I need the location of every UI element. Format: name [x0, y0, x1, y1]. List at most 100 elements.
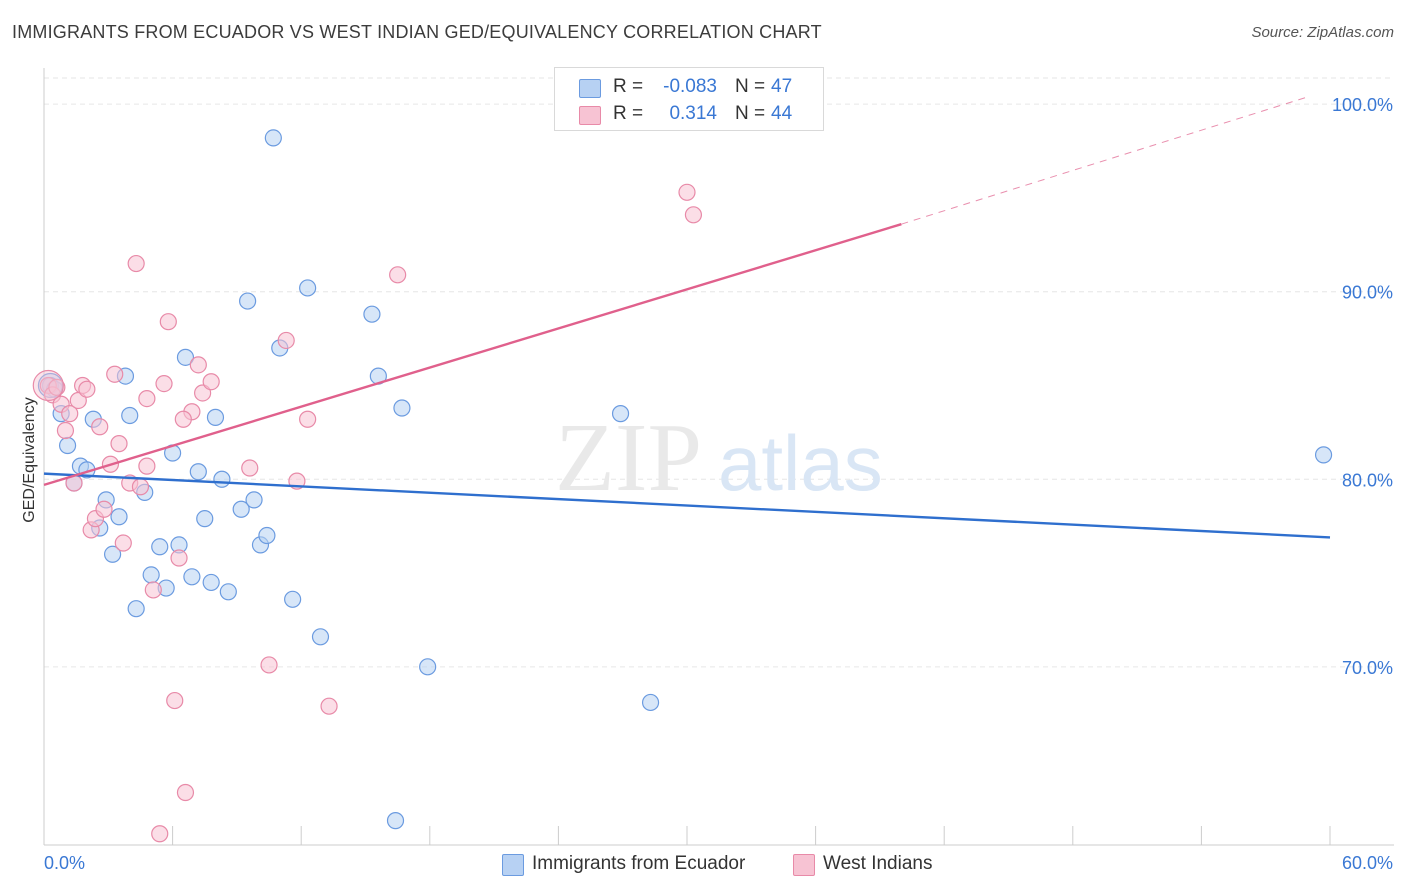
west-indians-point	[174, 410, 192, 428]
source-label: Source: ZipAtlas.com	[1251, 24, 1394, 41]
watermark-atlas: atlas	[718, 419, 883, 507]
west-indians-trend-line	[43, 223, 902, 487]
west-indians-point	[48, 378, 66, 396]
legend-n-value: 47	[771, 76, 793, 97]
y-tick-label: 90.0%	[1342, 283, 1393, 303]
ecuador-point	[202, 573, 220, 592]
ecuador-point	[611, 405, 630, 423]
west-indians-point	[260, 656, 278, 674]
ecuador-point	[386, 812, 405, 830]
x-tick-label: 60.0%	[1342, 853, 1393, 873]
ecuador-point	[311, 628, 330, 646]
west-indians-point	[114, 534, 132, 552]
west-indians-point	[277, 331, 295, 350]
legend-n-label: N =	[735, 103, 766, 124]
ecuador-point	[121, 406, 139, 425]
west-indians-point	[241, 459, 259, 477]
west-indians-point	[320, 697, 338, 715]
ecuador-point	[1314, 446, 1333, 464]
legend-row-ecuador: R = -0.083 N = 47	[555, 75, 823, 101]
ecuador-point	[110, 508, 128, 526]
west-indians-point	[678, 183, 696, 201]
bottom-legend-label-west-indians: West Indians	[823, 853, 933, 874]
grid-lines	[44, 77, 1394, 668]
bottom-legend-label-ecuador: Immigrants from Ecuador	[532, 853, 746, 874]
west-indians-point	[166, 691, 184, 710]
chart-title: IMMIGRANTS FROM ECUADOR VS WEST INDIAN G…	[12, 22, 822, 42]
west-indians-point	[189, 356, 207, 374]
x-tick-label: 0.0%	[44, 853, 85, 873]
ecuador-point	[196, 510, 214, 528]
west-indians-point	[95, 500, 113, 518]
legend-n-value: 44	[771, 103, 793, 124]
ecuador-point	[393, 399, 411, 417]
ecuador-point	[363, 305, 381, 323]
bottom-legend-swatch-west-indians	[793, 854, 815, 876]
west-indians-point	[138, 390, 156, 408]
ecuador-point	[299, 279, 317, 297]
ecuador-point	[58, 436, 77, 455]
y-tick-label: 70.0%	[1342, 658, 1393, 678]
ecuador-point	[127, 600, 145, 618]
west-indians-point	[170, 549, 188, 567]
west-indians-point	[202, 373, 220, 391]
ecuador-point	[239, 292, 257, 310]
west-indians-point-cluster	[32, 369, 64, 402]
series-west-indians-points	[32, 183, 703, 843]
ecuador-trend-line	[43, 472, 1331, 539]
west-indians-point	[110, 435, 128, 453]
west-indians-point	[91, 418, 109, 436]
ecuador-point	[219, 583, 237, 601]
ecuador-point	[284, 590, 302, 608]
ecuador-point	[258, 526, 276, 545]
west-indians-point	[127, 254, 145, 273]
ecuador-point	[142, 566, 160, 584]
west-indians-point	[684, 206, 703, 224]
ecuador-point	[151, 538, 169, 556]
ecuador-point	[183, 568, 201, 586]
legend-r-value: -0.083	[663, 76, 717, 97]
axes	[43, 68, 1394, 846]
ecuador-point	[213, 470, 231, 488]
west-indians-point	[138, 457, 156, 475]
legend-swatch-ecuador	[579, 79, 601, 98]
ecuador-point	[641, 693, 660, 712]
west-indians-point	[144, 581, 162, 599]
axis-labels: 70.0% 80.0% 90.0% 100.0% 0.0% 60.0% GED/Equiva…	[21, 95, 1393, 873]
west-indians-point	[151, 825, 169, 843]
ecuador-point	[206, 408, 225, 426]
west-indians-point	[61, 405, 79, 423]
y-tick-label: 80.0%	[1342, 470, 1393, 490]
west-indians-trend-line	[901, 96, 1309, 225]
y-tick-label: 100.0%	[1332, 95, 1393, 115]
watermark-zip: ZIP	[555, 404, 702, 512]
west-indians-point	[106, 365, 124, 383]
ecuador-point	[189, 463, 207, 481]
legend-r-label: R =	[613, 76, 644, 97]
y-axis-title: GED/Equivalency	[21, 397, 38, 522]
legend-swatch-west-indians	[579, 106, 601, 125]
bottom-legend-swatch-ecuador	[502, 854, 524, 876]
ecuador-point	[419, 658, 437, 676]
legend-n-label: N =	[735, 76, 766, 97]
west-indians-point	[389, 266, 407, 284]
west-indians-point	[56, 421, 75, 440]
ecuador-point	[264, 129, 282, 147]
ecuador-point	[232, 500, 250, 518]
west-indians-point	[78, 380, 96, 398]
legend-row-west-indians: R = 0.314 N = 44	[555, 102, 823, 128]
ecuador-point	[176, 348, 195, 366]
correlation-legend: R = -0.083 N = 47 R = 0.314 N = 44	[554, 67, 824, 131]
legend-r-value: 0.314	[669, 103, 717, 124]
west-indians-point	[159, 313, 177, 331]
legend-r-label: R =	[613, 103, 644, 124]
watermark: ZIP atlas	[555, 404, 883, 512]
west-indians-point	[299, 410, 317, 428]
west-indians-point	[131, 478, 150, 496]
west-indians-point	[155, 375, 173, 393]
west-indians-point	[176, 783, 195, 802]
ecuador-point	[245, 491, 263, 509]
ecuador-point	[103, 545, 122, 563]
trend-lines	[43, 96, 1331, 539]
